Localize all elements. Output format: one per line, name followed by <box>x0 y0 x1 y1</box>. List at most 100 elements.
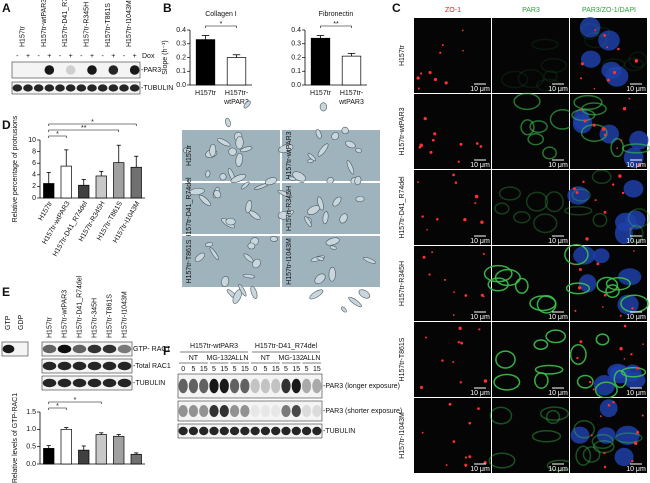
zo1-signal <box>603 210 607 214</box>
blot-band <box>271 405 281 417</box>
zo1-signal <box>462 49 464 52</box>
zo1-signal <box>592 123 596 127</box>
y-tick-label: 0.3 <box>291 41 301 48</box>
zo1-signal <box>479 145 483 148</box>
scale-bar-label: 10 μm <box>548 86 568 93</box>
confocal-image <box>414 94 491 169</box>
error-bar <box>64 149 69 167</box>
row-label: H157tr-I1043M <box>399 412 406 459</box>
par3-signal <box>583 31 608 49</box>
significance-bracket <box>48 401 102 404</box>
blot-band <box>250 378 260 394</box>
zo1-signal <box>426 228 428 231</box>
zo1-signal <box>468 455 472 459</box>
par3-signal <box>543 70 558 83</box>
nucleus <box>596 427 616 444</box>
cell-shape <box>247 242 256 250</box>
zo1-signal <box>416 76 420 80</box>
blot-tubulin <box>11 81 141 95</box>
zo1-signal <box>421 215 424 218</box>
blot-band <box>312 405 322 417</box>
blot-band <box>250 426 260 436</box>
cell-shape <box>235 136 244 150</box>
blot-band <box>301 378 312 394</box>
panel-letter: E <box>2 285 10 299</box>
zo1-signal <box>457 340 461 344</box>
cell-shape <box>228 147 237 156</box>
confocal-image <box>414 322 491 397</box>
zo1-signal <box>622 107 627 111</box>
zo1-signal <box>435 218 439 221</box>
significance-label: * <box>74 397 77 404</box>
scale-bar-label: 10 μm <box>470 314 490 321</box>
band-label: -TUBULIN <box>141 85 173 92</box>
zo1-signal <box>580 62 584 66</box>
confocal-image <box>414 246 491 321</box>
zo1-signal <box>453 291 456 294</box>
time-label: 0 <box>253 366 257 373</box>
zo1-signal <box>634 59 639 63</box>
zo1-signal <box>448 402 452 406</box>
zo1-signal <box>601 306 604 308</box>
zo1-signal <box>460 341 464 345</box>
time-label: 5 <box>305 366 309 373</box>
par3-signal <box>596 276 619 294</box>
cell-shape <box>363 256 376 264</box>
significance-bracket <box>320 25 352 28</box>
bar <box>60 428 72 465</box>
channel-label: PAR3/ZO-1/DAPI <box>582 7 636 14</box>
par3-signal <box>576 374 594 389</box>
cell-shape <box>269 236 278 242</box>
significance-label: * <box>56 131 59 138</box>
blot-band <box>117 378 132 388</box>
blot-band <box>199 426 209 436</box>
zo1-signal <box>431 251 434 254</box>
y-tick-label: 0.0 <box>176 82 186 89</box>
blot-band <box>44 84 55 92</box>
dox-sign: + <box>69 53 73 60</box>
cell-shape <box>288 176 296 181</box>
zo1-signal <box>603 33 607 37</box>
blot-band <box>65 84 76 92</box>
par3-signal <box>614 432 643 444</box>
zo1-signal <box>452 314 455 316</box>
bar <box>95 434 107 465</box>
row-label: H157tr-T861S <box>399 337 406 381</box>
y-tick-label: 10 <box>28 137 36 144</box>
blot-band <box>312 426 322 436</box>
nucleus <box>581 50 601 68</box>
blot-band <box>199 378 209 394</box>
zo1-signal <box>579 77 583 80</box>
treatment-label: NT <box>189 355 199 362</box>
bar <box>43 448 55 465</box>
cell-shape <box>341 126 349 135</box>
y-tick-label: 1.0 <box>26 426 36 433</box>
dox-sign: + <box>133 53 137 60</box>
significance-label: * <box>220 21 223 28</box>
blot-band <box>291 405 301 417</box>
chart-title: Fibronectin <box>319 11 354 18</box>
zo1-signal <box>588 380 592 384</box>
zo1-signal <box>641 414 644 417</box>
blot-band <box>72 378 87 388</box>
zo1-signal <box>616 147 619 150</box>
dox-sign: + <box>47 53 51 60</box>
lane-label: H157tr <box>46 316 53 338</box>
zo1-signal <box>573 263 576 266</box>
cell-shape <box>355 196 365 202</box>
zo1-signal <box>603 133 607 137</box>
cell-shape <box>348 296 362 308</box>
error-bar <box>46 445 51 449</box>
zo1-signal <box>463 218 467 222</box>
dox-sign: + <box>26 53 30 60</box>
blot-band <box>312 378 322 394</box>
par3-signal <box>571 188 591 202</box>
significance-label: ** <box>81 125 87 132</box>
par3-signal <box>569 343 587 365</box>
par3-signal <box>513 92 541 111</box>
x-tick-label: H157tr-wtPAR3 <box>338 90 364 106</box>
zo1-signal <box>480 220 484 224</box>
zo1-signal <box>421 431 424 434</box>
cell-shape <box>339 213 348 224</box>
error-bar <box>81 445 86 451</box>
